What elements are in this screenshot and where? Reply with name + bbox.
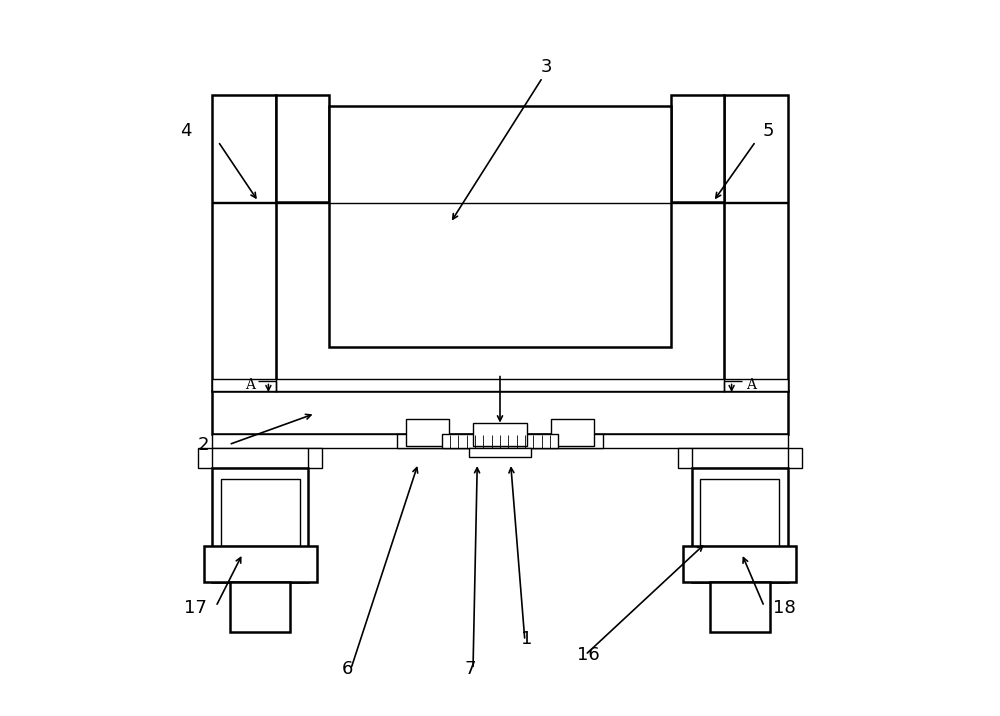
Text: 5: 5 [763, 122, 774, 140]
Bar [397, 434, 603, 448]
Text: 1: 1 [521, 629, 533, 648]
Text: 7: 7 [464, 660, 476, 678]
Bar [198, 448, 322, 468]
Text: 18: 18 [773, 599, 796, 617]
Bar [276, 95, 329, 202]
Text: 17: 17 [184, 599, 207, 617]
Bar [221, 479, 300, 546]
Text: 2: 2 [197, 435, 209, 454]
Bar [329, 106, 671, 347]
Bar [204, 546, 317, 582]
Bar [469, 448, 531, 457]
Bar [406, 419, 449, 446]
Text: 3: 3 [540, 58, 552, 76]
Bar [212, 379, 788, 392]
Text: 4: 4 [180, 122, 192, 140]
Bar [473, 423, 527, 446]
Text: 16: 16 [577, 646, 600, 664]
Bar [212, 392, 788, 434]
Bar [692, 468, 788, 582]
Bar [710, 582, 770, 632]
Bar [724, 95, 788, 392]
Bar [700, 479, 779, 546]
Text: A: A [245, 378, 255, 392]
Bar [212, 434, 788, 448]
Bar [671, 95, 724, 202]
Bar [212, 95, 276, 392]
Text: 6: 6 [342, 660, 353, 678]
Bar [683, 546, 796, 582]
Bar [230, 582, 290, 632]
Bar [442, 434, 558, 448]
Bar [212, 468, 308, 582]
Bar [551, 419, 594, 446]
Bar [678, 448, 802, 468]
Text: A: A [746, 378, 756, 392]
